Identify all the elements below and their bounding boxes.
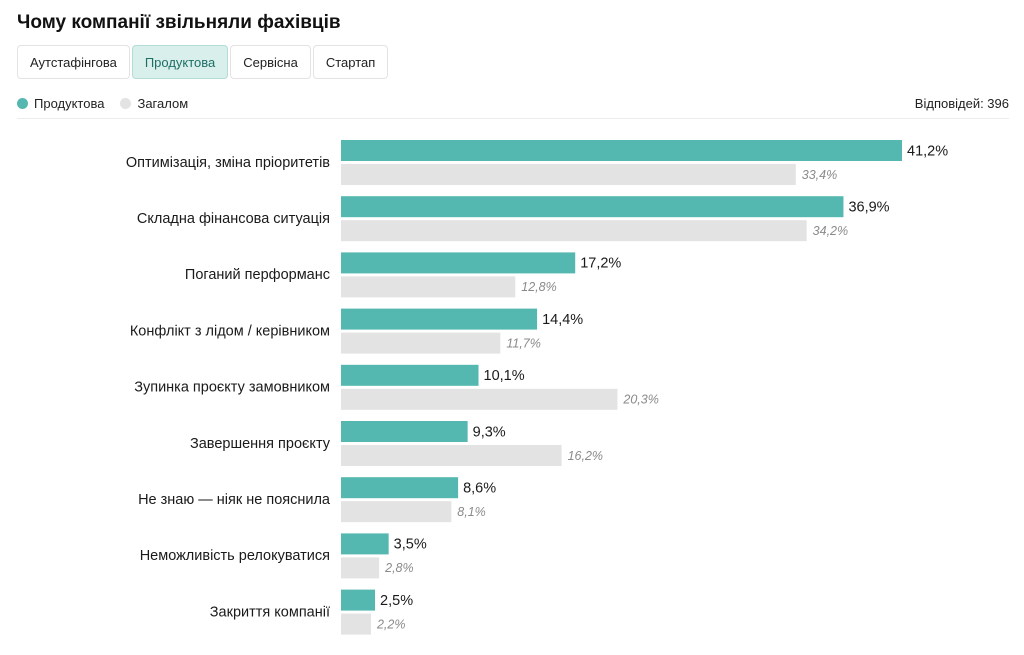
bar-primary (341, 196, 844, 218)
value-label-secondary: 16,2% (568, 449, 603, 463)
bar-secondary (341, 445, 562, 466)
value-label-secondary: 20,3% (622, 393, 658, 407)
legend-swatch-primary (17, 98, 28, 109)
legend-label-primary: Продуктова (34, 96, 105, 111)
bar-primary (341, 308, 538, 330)
bar-primary (341, 533, 389, 555)
bar-secondary (341, 501, 452, 523)
bar-secondary (341, 164, 796, 185)
bar-secondary (341, 220, 807, 242)
bar-primary (341, 364, 479, 386)
category-label: Поганий перформанс (185, 267, 330, 283)
value-label-primary: 41,2% (907, 143, 948, 159)
segment-tabs: Аутстафінгова Продуктова Сервісна Старта… (17, 45, 389, 79)
value-label-secondary: 8,1% (457, 505, 486, 519)
value-label-secondary: 2,2% (376, 617, 406, 631)
category-label: Оптимізація, зміна пріоритетів (126, 155, 330, 171)
category-label: Не знаю — ніяк не пояснила (138, 492, 331, 508)
bar-secondary (341, 557, 380, 579)
value-label-secondary: 33,4% (802, 168, 837, 182)
value-label-primary: 2,5% (380, 593, 413, 609)
legend-item-primary: Продуктова (17, 96, 104, 111)
category-label: Закриття компанії (210, 604, 330, 620)
tab-outstaffing[interactable]: Аутстафінгова (17, 45, 130, 79)
category-label: Складна фінансова ситуація (137, 211, 330, 227)
category-label: Конфлікт з лідом / керівником (130, 323, 330, 339)
bar-primary (341, 421, 468, 442)
bar-primary (341, 252, 576, 274)
responses-count: Відповідей: 396 (914, 96, 1009, 111)
value-label-primary: 8,6% (463, 481, 496, 497)
tab-startup[interactable]: Стартап (312, 45, 389, 79)
bar-secondary (341, 276, 516, 298)
value-label-secondary: 11,7% (506, 336, 541, 350)
legend-label-secondary: Загалом (137, 96, 189, 111)
legend-item-secondary: Загалом (120, 96, 188, 111)
bar-secondary (341, 388, 618, 410)
bar-secondary (341, 613, 371, 635)
value-label-primary: 17,2% (580, 256, 621, 272)
value-label-secondary: 12,8% (521, 280, 556, 294)
chart-legend: Продуктова Загалом (17, 96, 204, 111)
chart-title: Чому компанії звільняли фахівців (17, 12, 341, 33)
header-divider (17, 118, 1009, 119)
tab-service[interactable]: Сервісна (230, 45, 311, 79)
value-label-secondary: 2,8% (384, 561, 414, 575)
bar-primary (341, 589, 376, 611)
value-label-primary: 9,3% (473, 424, 506, 440)
legend-swatch-secondary (120, 98, 132, 109)
category-label: Зупинка проєкту замовником (134, 380, 330, 396)
value-label-primary: 10,1% (484, 368, 525, 384)
category-label: Неможливість релокуватися (140, 548, 330, 564)
value-label-primary: 14,4% (542, 312, 583, 328)
bar-secondary (341, 332, 501, 354)
bar-primary (341, 477, 459, 499)
value-label-primary: 36,9% (848, 200, 889, 216)
value-label-secondary: 34,2% (813, 224, 848, 238)
category-label: Завершення проєкту (190, 436, 331, 452)
value-label-primary: 3,5% (394, 537, 427, 553)
bar-primary (341, 140, 902, 161)
tab-product[interactable]: Продуктова (131, 45, 229, 79)
